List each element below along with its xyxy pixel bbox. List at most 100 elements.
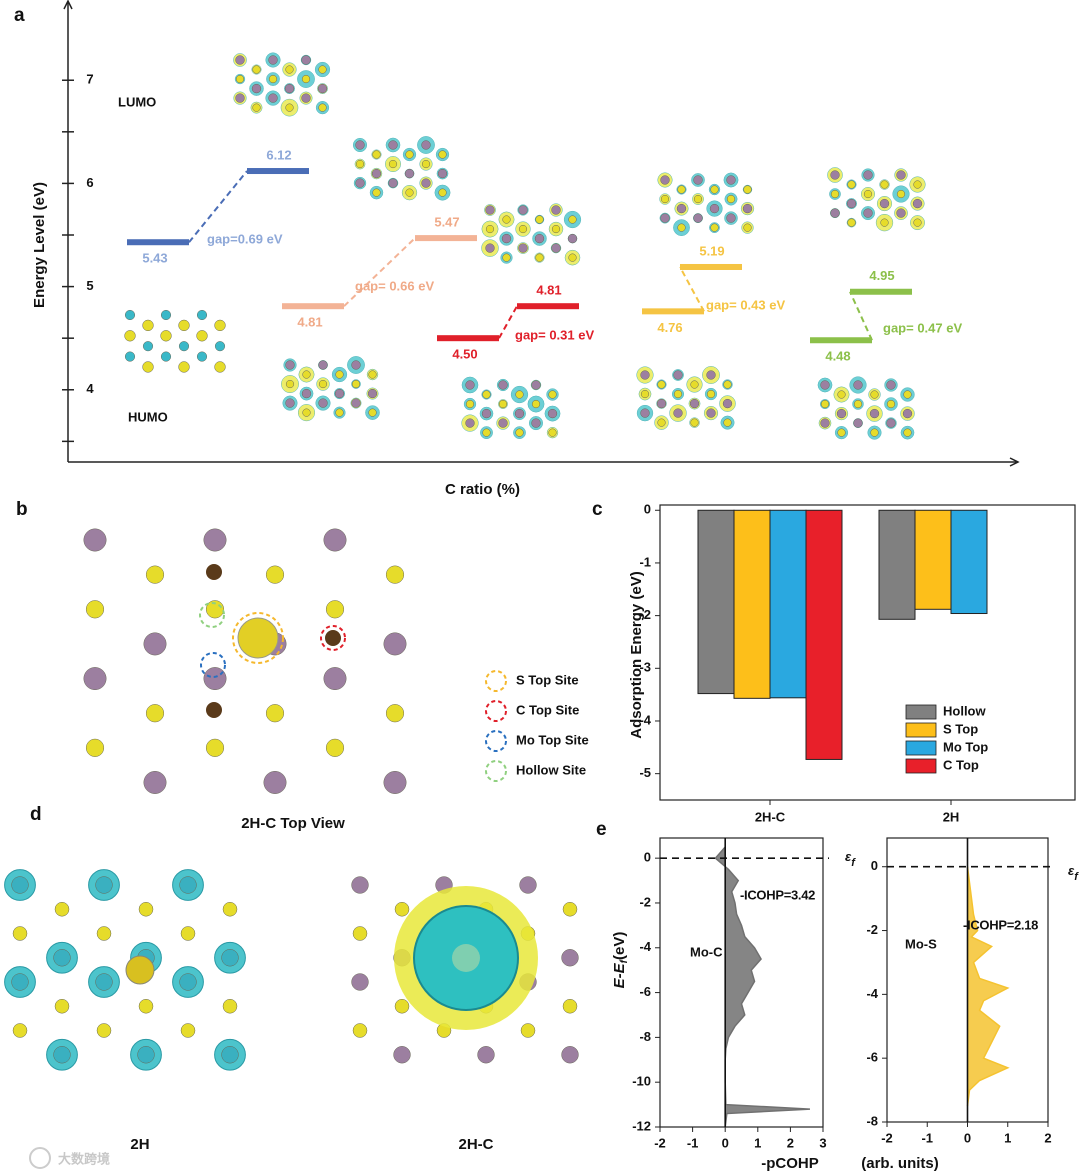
atom (95, 973, 113, 991)
value-label: 5.47 (434, 215, 459, 230)
atom (268, 74, 278, 84)
atom (355, 178, 365, 188)
atom (847, 180, 856, 189)
atom (145, 704, 165, 723)
atom (383, 632, 407, 656)
atom (160, 330, 172, 342)
atom (531, 380, 541, 390)
atom (285, 398, 295, 408)
legend-swatch (905, 704, 937, 720)
atom (196, 309, 208, 321)
bar (914, 509, 952, 610)
atom (485, 224, 495, 234)
atom (837, 428, 846, 437)
y-tick-label: -6 (866, 1050, 878, 1065)
atom (180, 1023, 196, 1038)
atom (551, 205, 561, 215)
atom (351, 360, 361, 370)
value-label: 4.76 (657, 320, 682, 335)
icohp-label: -ICOHP=3.42 (740, 887, 815, 902)
y-tick-label: -4 (639, 712, 651, 727)
fermi-label-part: f (1074, 871, 1079, 883)
atom (285, 360, 295, 370)
atom (482, 390, 491, 399)
atom (673, 408, 683, 418)
atom (535, 215, 544, 224)
atom (124, 351, 136, 362)
atom (145, 565, 165, 584)
atom (723, 380, 732, 389)
atom (371, 168, 382, 179)
atom (551, 224, 561, 234)
atom (372, 188, 381, 197)
x-axis-label: C ratio (%) (445, 481, 520, 498)
atom (405, 188, 414, 197)
atom (383, 771, 407, 794)
upper-level (247, 168, 309, 175)
gap-label: gap= 0.43 eV (706, 297, 785, 312)
atom (83, 667, 107, 691)
atom (142, 361, 154, 373)
atom (677, 185, 686, 194)
atom (179, 876, 197, 894)
legend-label: Hollow Site (516, 762, 586, 777)
atom (124, 309, 136, 321)
atom (676, 203, 687, 214)
atom (548, 428, 557, 437)
atom (742, 203, 753, 214)
gap-connector (188, 170, 248, 243)
atom (178, 361, 190, 373)
atom (673, 389, 683, 399)
atom (318, 65, 327, 74)
atom (465, 418, 475, 428)
value-label: 4.81 (536, 283, 561, 298)
bar (950, 509, 988, 615)
atom (896, 208, 906, 218)
y-tick-label: 7 (86, 72, 93, 87)
fermi-label-part: f (851, 857, 856, 869)
atom (830, 189, 840, 199)
atom (368, 370, 377, 379)
area-fill (715, 846, 810, 1127)
atom (869, 408, 880, 419)
legend-label: C Top Site (516, 702, 579, 717)
legend-marker (485, 730, 507, 752)
atom (138, 901, 154, 917)
bond-label: Mo-C (690, 944, 723, 959)
atom (405, 150, 414, 159)
atom (640, 408, 650, 418)
value-label: 4.95 (869, 268, 894, 283)
atom (268, 93, 278, 103)
atom (393, 1046, 411, 1064)
atom (125, 955, 155, 985)
atom (355, 140, 365, 150)
atom (351, 398, 361, 408)
lower-level (437, 335, 499, 342)
atom (693, 175, 703, 185)
atom (853, 399, 863, 409)
atom (706, 370, 716, 380)
bond-label: Mo-S (905, 936, 937, 951)
y-tick-label: -4 (866, 986, 878, 1001)
atom (886, 399, 896, 409)
atom (404, 168, 415, 179)
atom (237, 617, 279, 659)
atom (203, 667, 227, 691)
atom (143, 632, 167, 656)
x-axis-label: (arb. units) (861, 1155, 939, 1172)
atom (214, 319, 226, 332)
atom (534, 233, 545, 244)
atom (355, 159, 365, 169)
gap-connector (849, 291, 873, 341)
atom (323, 528, 347, 552)
atom (180, 926, 196, 941)
atom (886, 380, 896, 390)
y-axis-label-part: E-E (611, 962, 628, 988)
atom (722, 398, 733, 409)
atom (677, 223, 686, 232)
atom (421, 159, 431, 169)
atom (640, 389, 650, 399)
caption: 2H (130, 1136, 149, 1153)
